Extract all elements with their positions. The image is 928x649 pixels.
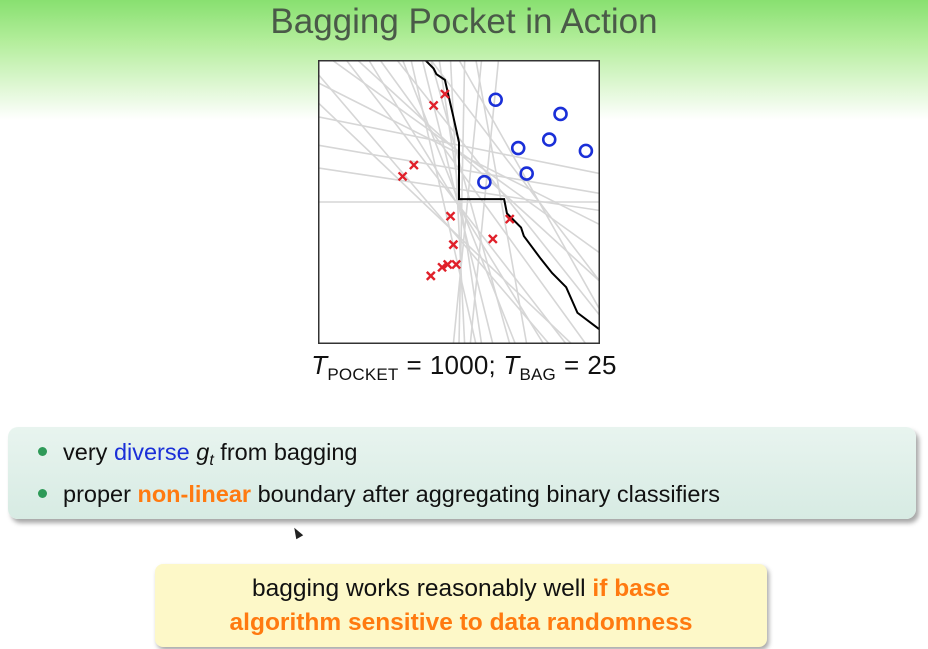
bag-line-22: [430, 60, 600, 283]
bag-line-19: [318, 73, 550, 344]
bullet-1-g: g: [196, 439, 210, 465]
bullet-1-highlight: diverse: [113, 439, 190, 465]
bag-line-24: [475, 60, 528, 344]
bag-line-11: [356, 60, 600, 283]
negative-point-3: [409, 160, 419, 170]
bullet-2-highlight: non-linear: [137, 481, 252, 507]
formula: TPOCKET = 1000; TBAG = 25: [0, 350, 928, 384]
negative-point-10: [451, 259, 462, 270]
negative-point-9: [442, 259, 453, 270]
negative-point-5: [445, 211, 456, 222]
negative-point-2: [428, 100, 439, 111]
negative-point-6: [504, 214, 515, 224]
formula-t-pocket: T: [311, 350, 328, 380]
bag-line-25: [401, 60, 517, 344]
callout-line2-emphasis: algorithm sensitive to data randomness: [229, 609, 693, 636]
points-group: [397, 89, 594, 281]
boundary-group: [424, 60, 600, 331]
slide-title: Bagging Pocket in Action: [270, 2, 658, 41]
positive-point-2: [553, 106, 568, 122]
callout-line1-emphasis: if base: [592, 575, 671, 602]
bagging-scatter-plot: [318, 60, 600, 344]
formula-pocket-sub: POCKET: [327, 365, 399, 384]
bag-lines-group: [318, 60, 600, 344]
negative-point-8: [448, 239, 459, 250]
formula-bag-value: 25: [587, 350, 617, 380]
negative-point-1: [440, 89, 450, 99]
bullet-dot-icon: [38, 489, 47, 499]
bullet-2-pre: proper: [63, 481, 138, 507]
bag-line-23: [458, 60, 600, 311]
positive-point-4: [510, 140, 526, 156]
takeaway-callout: bagging works reasonably well if base al…: [155, 564, 767, 647]
aggregated-boundary: [424, 60, 600, 331]
bullet-item-nonlinear: proper non-linear boundary after aggrega…: [38, 477, 720, 511]
negative-point-11: [437, 262, 447, 273]
negative-point-4: [397, 171, 408, 182]
positive-point-3: [541, 132, 557, 147]
negative-point-7: [487, 234, 498, 244]
formula-t-bag: T: [503, 350, 520, 380]
formula-eq-2: =: [564, 350, 580, 380]
bullet-item-diverse: very diverse gt from bagging: [38, 435, 357, 469]
positive-point-6: [519, 166, 534, 181]
bullet-box: very diverse gt from bagging proper non-…: [8, 427, 916, 519]
formula-bag-sub: BAG: [519, 365, 556, 384]
callout-line-2: algorithm sensitive to data randomness: [155, 606, 767, 640]
bullet-dot-icon: [38, 447, 47, 457]
plot-frame: [318, 60, 600, 344]
callout-line-1: bagging works reasonably well if base: [155, 572, 767, 606]
bag-line-21: [368, 60, 545, 344]
bullet-1-g-sub: t: [209, 452, 214, 469]
callout-line1-plain: bagging works reasonably well: [251, 575, 593, 602]
positive-point-1: [488, 92, 503, 108]
formula-eq-1: =: [406, 350, 422, 380]
bullet-1-post: from bagging: [213, 439, 358, 465]
bullet-1-pre: very: [63, 439, 114, 465]
positive-point-5: [578, 143, 594, 159]
mouse-cursor-icon: [290, 525, 304, 540]
negative-point-12: [425, 270, 436, 281]
formula-pocket-value: 1000;: [429, 350, 496, 380]
bullet-2-post: boundary after aggregating binary classi…: [251, 481, 721, 507]
positive-point-7: [477, 174, 492, 190]
